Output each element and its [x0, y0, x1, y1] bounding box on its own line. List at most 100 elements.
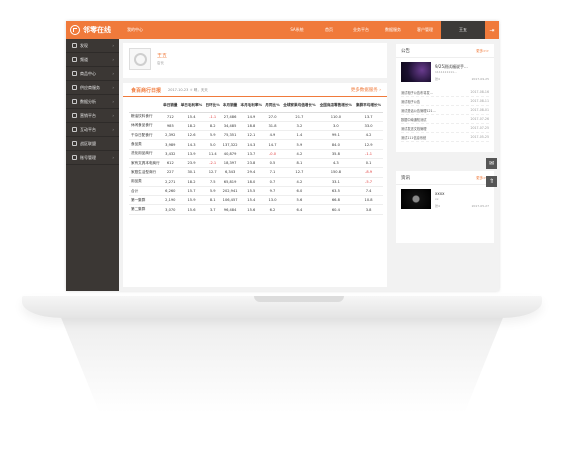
table-cell: 12.7	[204, 167, 222, 178]
news-more-link[interactable]: 更多>>	[476, 175, 489, 180]
table-cell: 13.7	[354, 112, 383, 122]
list-item[interactable]: 测试是话公告管理121... 2017-08-01	[401, 106, 489, 115]
logout-icon[interactable]: ⇥	[485, 21, 499, 39]
more-data-link[interactable]: 更多数据服务 ›	[350, 88, 381, 93]
sidebar-item-marketing[interactable]: 营销平台 ›	[66, 109, 119, 123]
supplier-icon	[72, 85, 77, 90]
table-cell: 137,322	[221, 139, 239, 150]
list-item[interactable]: 测试发送文档管理 2017-07-25	[401, 124, 489, 133]
user-menu[interactable]: 王五	[441, 21, 485, 39]
sidebar-item-discover[interactable]: 发现 ›	[66, 39, 119, 53]
table-cell: -0.0	[263, 149, 282, 160]
table-cell: 18.2	[179, 177, 205, 187]
list-item[interactable]: 测试相子公告 2017-08-11	[401, 97, 489, 106]
table-cell: 6.4	[281, 204, 318, 215]
message-icon[interactable]: ✉	[486, 158, 497, 169]
list-item[interactable]: 数据中南通知测试 2017-07-26	[401, 115, 489, 124]
top-nav-customer[interactable]: 客户管理	[417, 27, 433, 32]
notice-item-date: 2017-08-01	[470, 108, 489, 112]
table-cell: 202,941	[221, 186, 239, 197]
weather-icon: ☼	[189, 88, 193, 92]
table-cell: 106,457	[221, 195, 239, 206]
table-cell: 21.7	[281, 112, 318, 122]
app-logo[interactable]: 邻零在线	[66, 21, 121, 39]
table-cell: 60.4	[317, 204, 355, 215]
table-cell: 40,879	[221, 149, 239, 160]
table-cell: 712	[161, 112, 179, 122]
sidebar-item-interaction[interactable]: 互动平台 ›	[66, 123, 119, 137]
table-cell: 8.2	[204, 121, 222, 132]
table-cell: 3.7	[204, 204, 222, 215]
top-nav-sa[interactable]: SA系统	[290, 27, 304, 32]
table-cell: 15.6	[238, 204, 264, 215]
table-cell: 99.1	[317, 130, 355, 141]
laptop-stand-shadow	[61, 318, 503, 413]
table-cell: 34,485	[221, 121, 239, 132]
sidebar-item-supplier[interactable]: 供应商服务 ›	[66, 81, 119, 95]
news-date: 2017-05-27	[471, 204, 489, 208]
table-cell: 11.4	[204, 149, 222, 160]
sidebar-item-analysis[interactable]: 数据分析 ›	[66, 95, 119, 109]
column-header: 单日毛利率%	[179, 99, 205, 113]
row-label: 用品类	[129, 177, 162, 187]
row-label: 洗化用品商行	[129, 149, 162, 160]
row-label: 家有文具本电商行	[129, 158, 162, 169]
sidebar-item-label: 数据分析	[80, 98, 96, 104]
profile-name: 王五	[157, 53, 168, 59]
interaction-icon	[72, 127, 77, 132]
table-cell: 66.8	[317, 195, 355, 206]
notice-header: 公告 更多>>	[396, 44, 494, 58]
sidebar-item-account[interactable]: 账号管理 ›	[66, 151, 119, 165]
breadcrumb[interactable]: 我的中心	[127, 27, 143, 32]
news-feature-title: xxxx	[435, 191, 445, 196]
back-to-top-icon[interactable]: ⇑	[486, 176, 497, 187]
table-cell: 4.9	[263, 130, 282, 141]
main-content: 王五 店长 食百商行日报 2017-10-23 ☼ 晴，天天 更多数据服务 › …	[119, 39, 391, 291]
laptop-screen: 邻零在线 我的中心 SA系统 首页 业务平台 数据服务 客户管理 王五 ⇥ 发现…	[66, 21, 499, 291]
sidebar-item-channel[interactable]: 频道 ›	[66, 53, 119, 67]
table-cell: 18.8	[238, 121, 264, 132]
logo-icon	[70, 25, 80, 35]
table-cell: 5.9	[281, 139, 318, 150]
list-item[interactable]: 测试111信息系统 2017-05-25	[401, 133, 489, 142]
top-nav-data[interactable]: 数据服务	[385, 27, 401, 32]
list-item[interactable]: 测试相子公告布将发... 2017-08-16	[401, 88, 489, 97]
table-cell: 110.0	[317, 112, 355, 122]
table-cell: 6.0	[281, 186, 318, 197]
sidebar-item-alliance[interactable]: 战区联盟	[66, 137, 119, 151]
table-row: 合计 6,260 15.7 5.9 202,941 15.5 9.7 6.0 63.5 7.4	[129, 186, 383, 197]
table-cell: 30.1	[179, 167, 205, 178]
top-nav-business[interactable]: 业务平台	[353, 27, 369, 32]
table-cell: 75,351	[221, 130, 239, 141]
column-header: 集群平均增长%	[354, 99, 383, 113]
row-label: 第一集群	[129, 195, 162, 206]
laptop-base	[22, 296, 542, 318]
sidebar-item-label: 营销平台	[80, 112, 96, 118]
table-row: 家庭生活型商行 227 30.1 12.7 6,343 29.4 7.1 12.7 150.8-…	[129, 167, 383, 178]
avatar[interactable]	[129, 48, 151, 70]
table-row: 用品类 2,271 18.2 7.5 65,819 18.0 0.7 4.2 33.1 -5.7	[129, 177, 383, 187]
notice-feature-title: 9/25测试福说手...	[435, 64, 468, 69]
table-cell: -8.9	[354, 167, 383, 178]
table-cell: 8.1	[204, 195, 222, 206]
sidebar-item-label: 商品中心	[80, 70, 96, 76]
notice-feature[interactable]: 9/25测试福说手... 1111111111... 张4 2017-09-25	[401, 62, 489, 84]
sidebar-item-goods[interactable]: 商品中心 ›	[66, 67, 119, 81]
profile-role: 店长	[157, 61, 164, 65]
table-cell: 5.9	[204, 130, 222, 141]
table-cell: 150.8	[317, 167, 355, 178]
table-cell: 985	[161, 121, 179, 132]
table-cell: 6,343	[221, 167, 239, 178]
table-cell: 5.9	[204, 186, 222, 197]
notice-more-link[interactable]: 更多>>	[476, 48, 489, 53]
column-header	[129, 99, 162, 113]
table-cell: 15.7	[179, 186, 205, 197]
column-header: 全国商店零售增长%	[317, 99, 355, 113]
table-row: 食品类 3,989 14.3 5.0 137,322 14.3 14.7 5.9 84.0 12.…	[129, 139, 383, 150]
news-feature[interactable]: xxxx xx 张4 2017-05-27	[401, 189, 489, 211]
table-cell: 4.2	[354, 130, 383, 141]
daily-report-header: 食百商行日报 2017-10-23 ☼ 晴，天天 更多数据服务 ›	[123, 83, 387, 97]
table-cell: 23.8	[238, 158, 264, 169]
table-cell: 15.4	[238, 195, 264, 206]
top-nav-home[interactable]: 首页	[325, 27, 333, 32]
